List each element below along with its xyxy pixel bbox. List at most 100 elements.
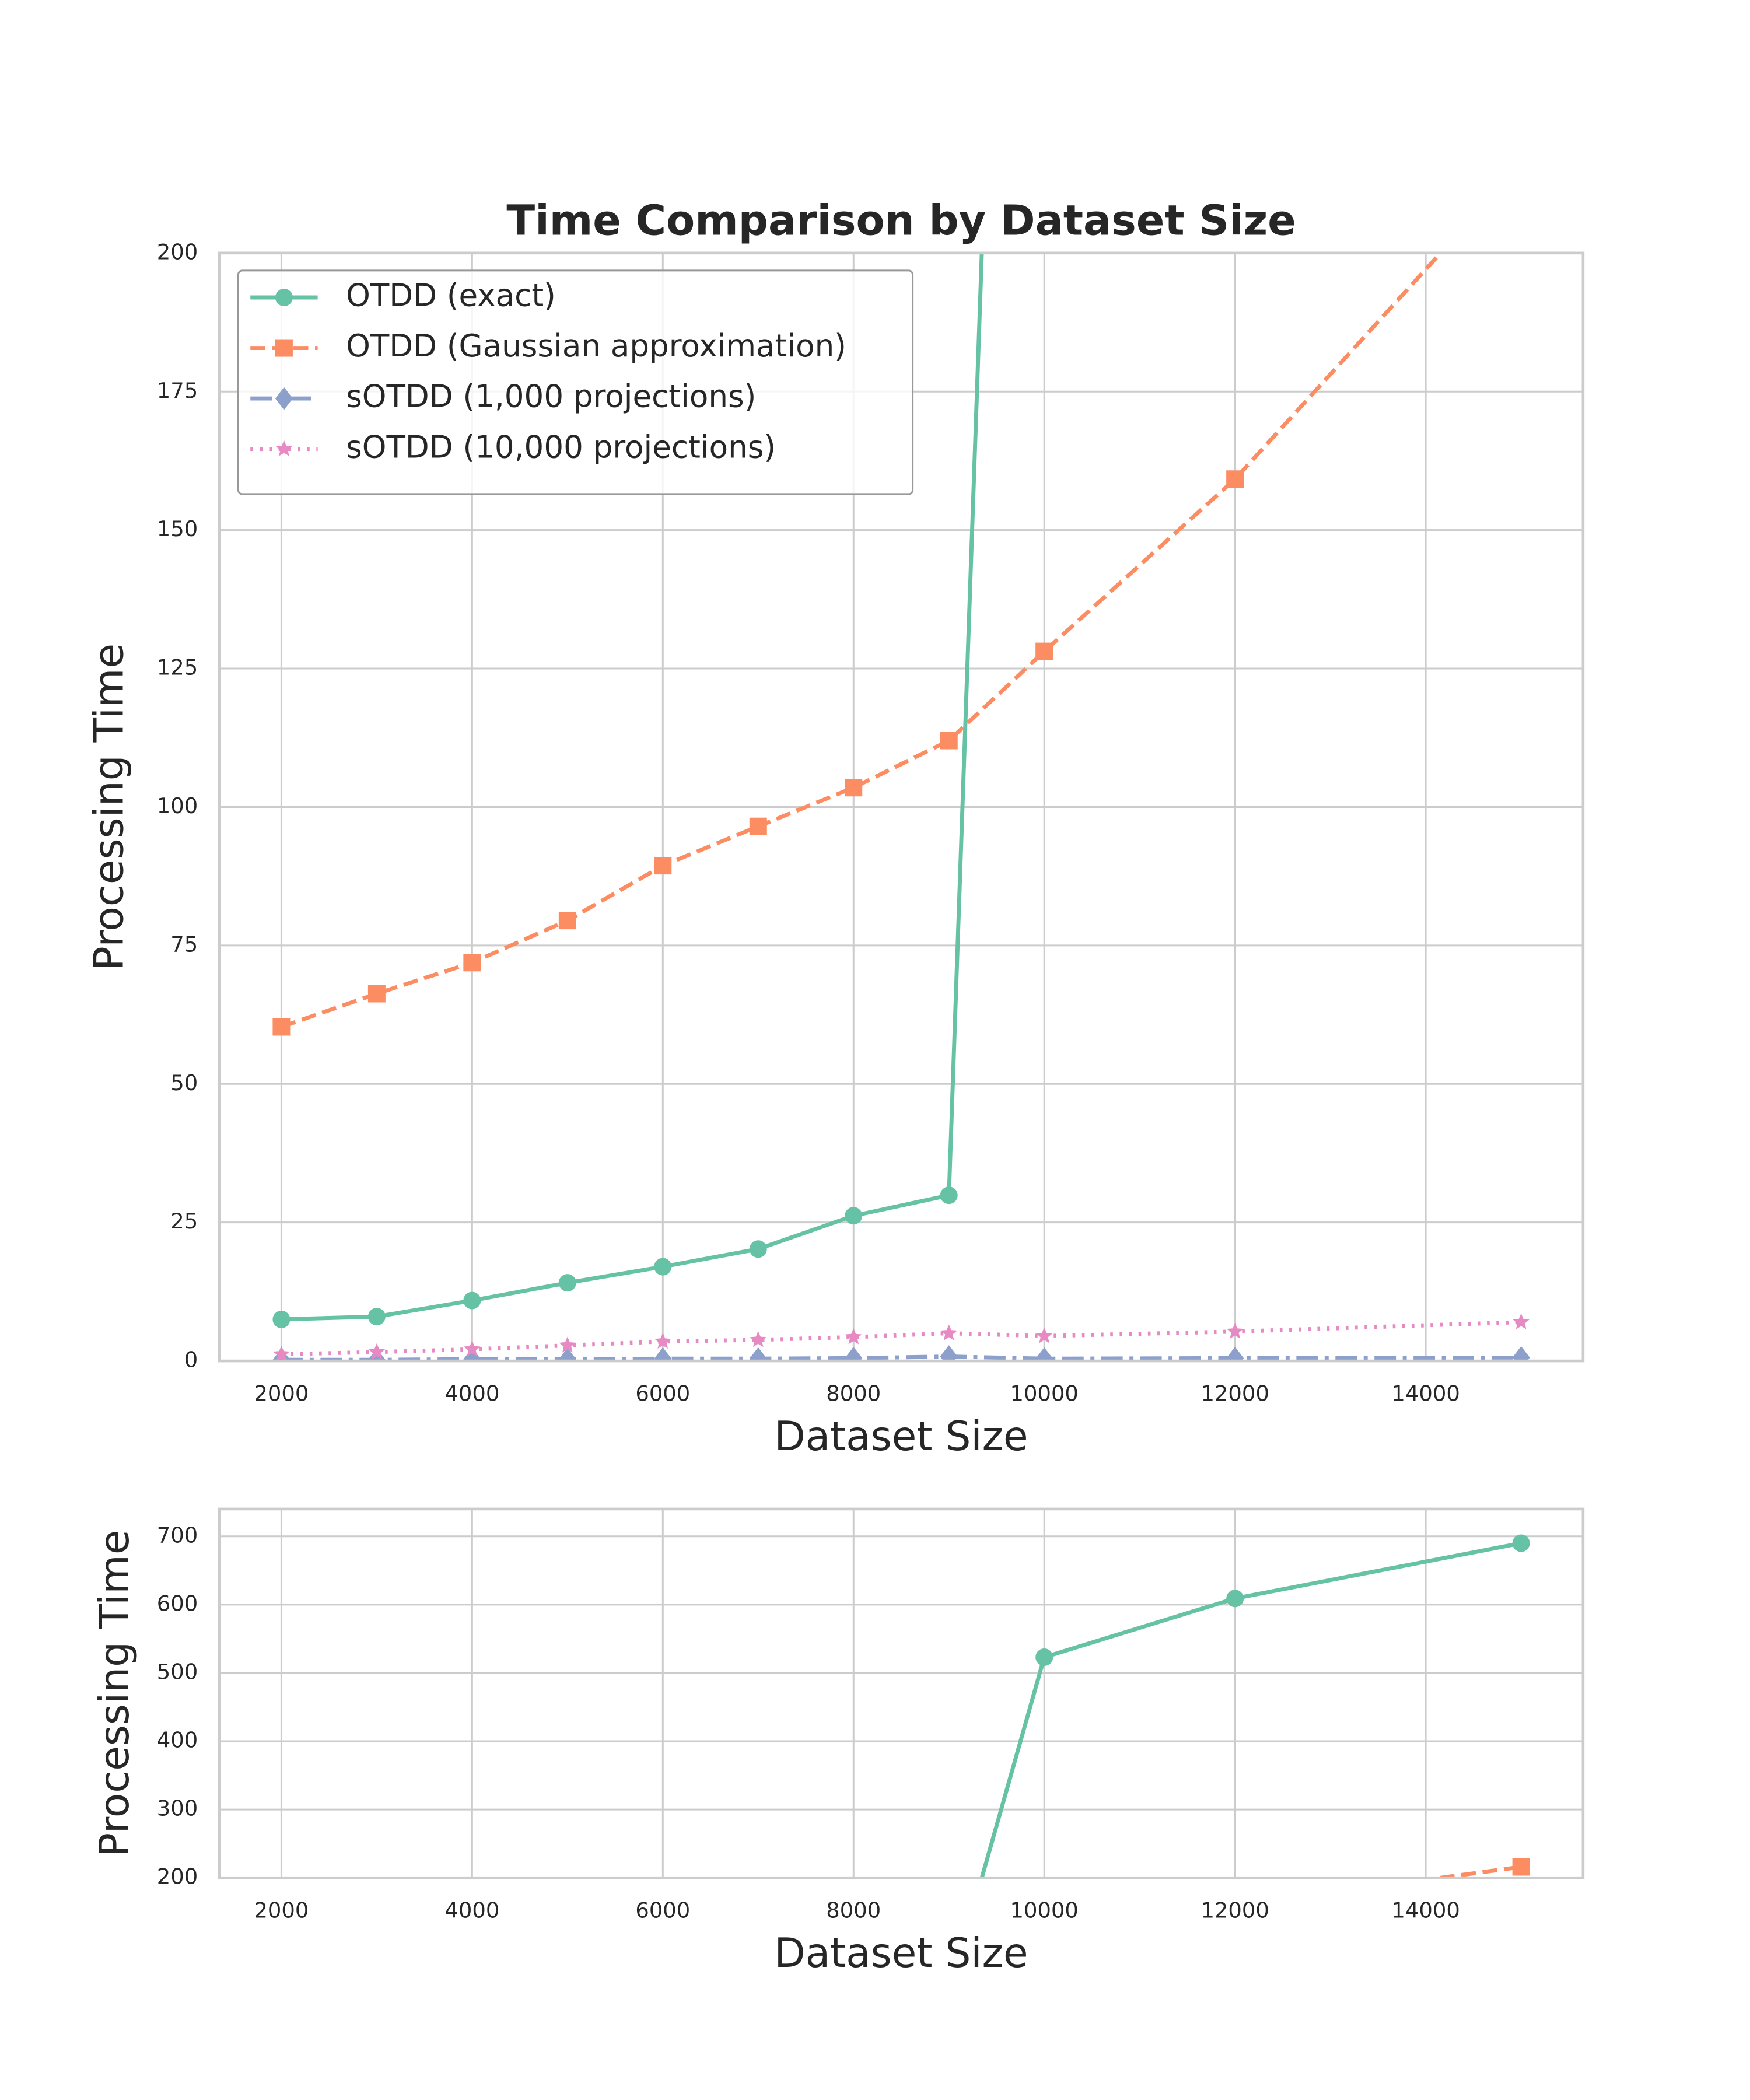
- marker: [273, 2005, 290, 2021]
- y-tick-label: 100: [157, 793, 198, 818]
- marker: [463, 954, 481, 972]
- y-tick-label: 600: [157, 1591, 198, 1616]
- marker: [1226, 1346, 1244, 1362]
- y-axis-label: Processing Time: [92, 1530, 138, 1857]
- y-tick-label: 75: [170, 932, 198, 957]
- marker: [558, 1274, 576, 1292]
- marker: [1226, 1322, 1244, 1339]
- x-tick-label: 8000: [826, 1898, 881, 1923]
- y-tick-label: 0: [184, 1348, 198, 1373]
- plot-area: [219, 1508, 1583, 1878]
- marker: [463, 1999, 481, 2016]
- plot-series: [272, 1534, 1530, 2026]
- marker: [940, 1985, 958, 2003]
- x-tick-label: 12000: [1200, 1381, 1269, 1406]
- legend-marker: [275, 289, 293, 306]
- marker: [1513, 2003, 1530, 2025]
- x-tick-label: 8000: [826, 1381, 881, 1406]
- marker: [463, 1957, 481, 1974]
- marker: [654, 2003, 671, 2019]
- x-tick-label: 10000: [1010, 1381, 1079, 1406]
- marker: [558, 912, 576, 930]
- marker: [272, 1965, 290, 1982]
- marker: [940, 732, 958, 750]
- legend-box: [237, 270, 914, 495]
- marker: [463, 2003, 481, 2026]
- marker: [750, 1940, 767, 1957]
- marker: [272, 2003, 290, 2026]
- marker: [845, 1328, 862, 1345]
- marker: [559, 2003, 576, 2026]
- marker: [1036, 2003, 1053, 2018]
- marker: [368, 2000, 386, 2018]
- marker: [654, 857, 672, 875]
- legend-label: sOTDD (10,000 projections): [346, 429, 776, 465]
- marker: [273, 1345, 290, 1362]
- marker: [940, 1324, 957, 1340]
- x-axis-label: Dataset Size: [774, 1930, 1028, 1977]
- y-tick-label: 200: [157, 1864, 198, 1889]
- marker: [749, 817, 767, 835]
- marker: [464, 2004, 481, 2020]
- marker: [559, 1996, 576, 2014]
- marker: [368, 1308, 386, 1326]
- marker: [463, 1348, 481, 1362]
- y-axis-label: Processing Time: [86, 643, 133, 971]
- legend-marker: [275, 387, 293, 410]
- series-line: [979, 1541, 1522, 1878]
- x-tick-label: 14000: [1391, 1381, 1460, 1406]
- x-tick-label: 2000: [254, 1898, 309, 1923]
- marker: [1035, 2003, 1053, 2025]
- legend-label: sOTDD (1,000 projections): [346, 379, 756, 415]
- marker: [1226, 1590, 1244, 1608]
- y-tick-label: 175: [157, 378, 198, 403]
- y-tick-label: 500: [157, 1659, 198, 1684]
- marker: [654, 1994, 671, 2012]
- marker: [749, 1347, 767, 1362]
- chart-title: Time Comparison by Dataset Size: [506, 197, 1296, 245]
- marker: [749, 1240, 767, 1258]
- x-tick-label: 4000: [444, 1898, 499, 1923]
- marker: [750, 2003, 767, 2025]
- marker: [1512, 1346, 1530, 1362]
- x-axis-label: Dataset Size: [774, 1413, 1028, 1460]
- marker: [272, 1018, 290, 1036]
- legend-marker: [275, 339, 293, 357]
- marker: [559, 1951, 576, 1969]
- marker: [654, 1347, 672, 1362]
- marker: [1035, 1648, 1054, 1667]
- marker: [1512, 1858, 1530, 1876]
- y-tick-label: 50: [170, 1070, 198, 1096]
- y-tick-label: 700: [157, 1522, 198, 1548]
- marker: [654, 2003, 671, 2025]
- marker: [1513, 1313, 1530, 1329]
- y-tick-label: 300: [157, 1796, 198, 1821]
- x-tick-label: 14000: [1391, 1898, 1460, 1923]
- x-tick-label: 4000: [444, 1381, 499, 1406]
- x-tick-label: 6000: [635, 1381, 690, 1406]
- marker: [559, 2004, 576, 2020]
- marker: [750, 2003, 767, 2019]
- marker: [1035, 1327, 1053, 1343]
- marker: [368, 1961, 386, 1978]
- marker: [845, 779, 863, 797]
- marker: [368, 985, 386, 1003]
- marker: [940, 2003, 958, 2025]
- marker: [1035, 1347, 1054, 1362]
- marker: [654, 1332, 671, 1349]
- marker: [1513, 2001, 1530, 2017]
- y-tick-label: 25: [170, 1209, 198, 1234]
- marker: [750, 1331, 767, 1348]
- x-tick-label: 10000: [1010, 1898, 1079, 1923]
- axes-frame: [218, 1507, 1585, 1880]
- marker: [463, 1292, 481, 1310]
- x-tick-label: 2000: [254, 1381, 309, 1406]
- marker: [845, 2003, 862, 2025]
- legend-marker: [275, 440, 293, 456]
- legend-label: OTDD (exact): [346, 278, 556, 314]
- marker: [1226, 2003, 1244, 2025]
- marker: [1226, 470, 1244, 488]
- x-tick-label: 12000: [1200, 1898, 1269, 1923]
